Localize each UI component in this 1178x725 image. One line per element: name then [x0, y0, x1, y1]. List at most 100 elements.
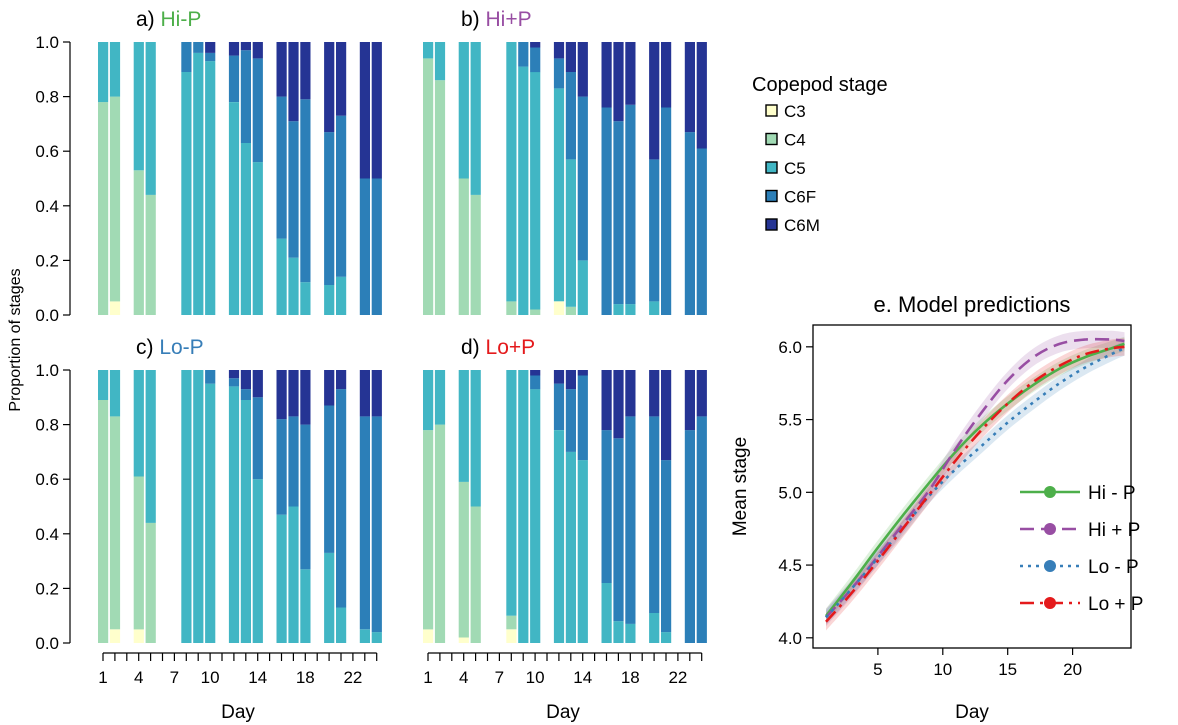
bar-segment-c6m — [228, 42, 240, 56]
bar-segment-c6m — [613, 42, 624, 122]
bar-segment-c6m — [625, 370, 636, 417]
legend-swatch-c4 — [765, 132, 778, 146]
bar-segment-c6m — [530, 370, 541, 376]
bar-segment-c6m — [696, 370, 707, 417]
bar-segment-c4 — [98, 102, 109, 315]
y-tick-label: 0.8 — [35, 416, 59, 435]
plot-frame — [812, 324, 1132, 649]
bar-segment-c6f — [371, 416, 382, 633]
bar-segment-c6m — [684, 370, 695, 431]
bar-segment-c6m — [601, 370, 612, 431]
bar-segment-c5 — [530, 389, 541, 643]
bar-segment-c5 — [181, 72, 192, 315]
bar-segment-c6m — [684, 42, 695, 133]
bar-segment-c6f — [601, 430, 612, 583]
bar-segment-c5 — [518, 370, 529, 643]
bar-segment-c5 — [613, 621, 624, 643]
y-tick-label: 1.0 — [35, 33, 59, 52]
x-tick-label: 10 — [201, 668, 220, 687]
legend-dot — [1044, 523, 1056, 535]
bar-segment-c4 — [506, 615, 517, 630]
bar-segment-c3 — [133, 629, 144, 643]
x-tick-label: 5 — [873, 660, 882, 679]
bar-segment-c5 — [181, 370, 192, 643]
bar-segment-c6f — [613, 121, 624, 305]
legend-swatch-c3 — [765, 104, 778, 117]
bar-segment-c6m — [300, 42, 311, 100]
bar-segment-c5 — [205, 61, 216, 315]
x-tick-label: 1 — [423, 668, 432, 687]
bar-segment-c5 — [133, 370, 144, 477]
bar-segment-c4 — [434, 424, 446, 643]
bar-segment-c6m — [240, 370, 251, 390]
bar-segment-c4 — [470, 506, 481, 643]
bar-segment-c6f — [518, 42, 529, 67]
bar-segment-c6m — [661, 370, 672, 461]
prediction-line — [825, 347, 1125, 619]
panel-b-hi-plus-p: b) Hi+P — [423, 8, 707, 316]
panel-treatment: Hi-P — [161, 8, 202, 31]
bar-segment-c5 — [577, 260, 588, 315]
bar-segment-c6m — [371, 370, 382, 417]
x-tick-label: 4 — [134, 668, 143, 687]
bar-segment-c6m — [288, 42, 299, 122]
y-tick-label: 0.2 — [35, 251, 59, 270]
bar-segment-c4 — [458, 481, 469, 638]
bar-segment-c3 — [506, 629, 517, 643]
bar-segment-c4 — [423, 58, 434, 316]
bar-segment-c4 — [145, 522, 156, 643]
bar-segment-c5 — [553, 430, 565, 643]
bar-segment-c4 — [458, 178, 469, 315]
bar-segment-c5 — [458, 370, 469, 482]
prediction-line — [825, 345, 1125, 623]
legend-label-c6f: C6F — [784, 188, 816, 207]
bar-segment-c6f — [252, 397, 263, 480]
x-axis-label: Day — [221, 702, 255, 723]
y-tick-label: 0.0 — [35, 634, 59, 653]
bar-segment-c6m — [359, 42, 370, 179]
panel-prefix: b) — [461, 8, 486, 31]
bar-segment-c6m — [553, 42, 565, 59]
legend-swatch-c6m — [765, 218, 778, 231]
legend-series-label: Lo - P — [1088, 557, 1139, 578]
bar-segment-c5 — [470, 42, 481, 195]
x-tick-label: 7 — [495, 668, 504, 687]
bar-segment-c6m — [661, 42, 672, 108]
panel-title: a) Hi-P — [136, 8, 201, 31]
bar-segment-c6f — [205, 370, 216, 384]
bar-segment-c5 — [506, 370, 517, 616]
legend-series-label: Hi - P — [1088, 483, 1136, 504]
bar-segment-c5 — [300, 282, 311, 315]
panel-prefix: d) — [461, 336, 486, 359]
bar-segment-c6m — [240, 42, 251, 51]
legend-dot — [1044, 560, 1056, 572]
bar-segment-c6f — [696, 416, 707, 643]
bar-segment-c5 — [98, 42, 109, 103]
bar-segment-c5 — [649, 301, 660, 315]
bar-segment-c6m — [577, 370, 588, 376]
panel-treatment: Lo-P — [159, 336, 203, 359]
bar-segment-c6f — [530, 375, 541, 390]
bar-segment-c6f — [661, 460, 672, 633]
bar-segment-c5 — [240, 143, 251, 315]
bar-segment-c6m — [228, 370, 240, 379]
bar-segment-c6m — [371, 42, 382, 179]
bar-segment-c5 — [228, 386, 240, 643]
x-tick-label: 22 — [343, 668, 362, 687]
bar-segment-c5 — [276, 238, 287, 315]
x-tick-label: 10 — [933, 660, 952, 679]
prediction-line — [824, 342, 1125, 617]
legend-label-c6m: C6M — [784, 216, 820, 235]
legend-label-c4: C4 — [784, 131, 806, 150]
x-tick-label: 7 — [170, 668, 179, 687]
bar-segment-c6f — [276, 96, 287, 239]
bar-segment-c5 — [205, 383, 216, 643]
bar-segment-c6f — [324, 405, 335, 553]
ci-band — [826, 338, 1125, 631]
bar-segment-c5 — [300, 569, 311, 643]
bar-segment-c5 — [530, 72, 541, 310]
bar-segment-c4 — [434, 80, 446, 315]
bar-segment-c5 — [625, 304, 636, 315]
